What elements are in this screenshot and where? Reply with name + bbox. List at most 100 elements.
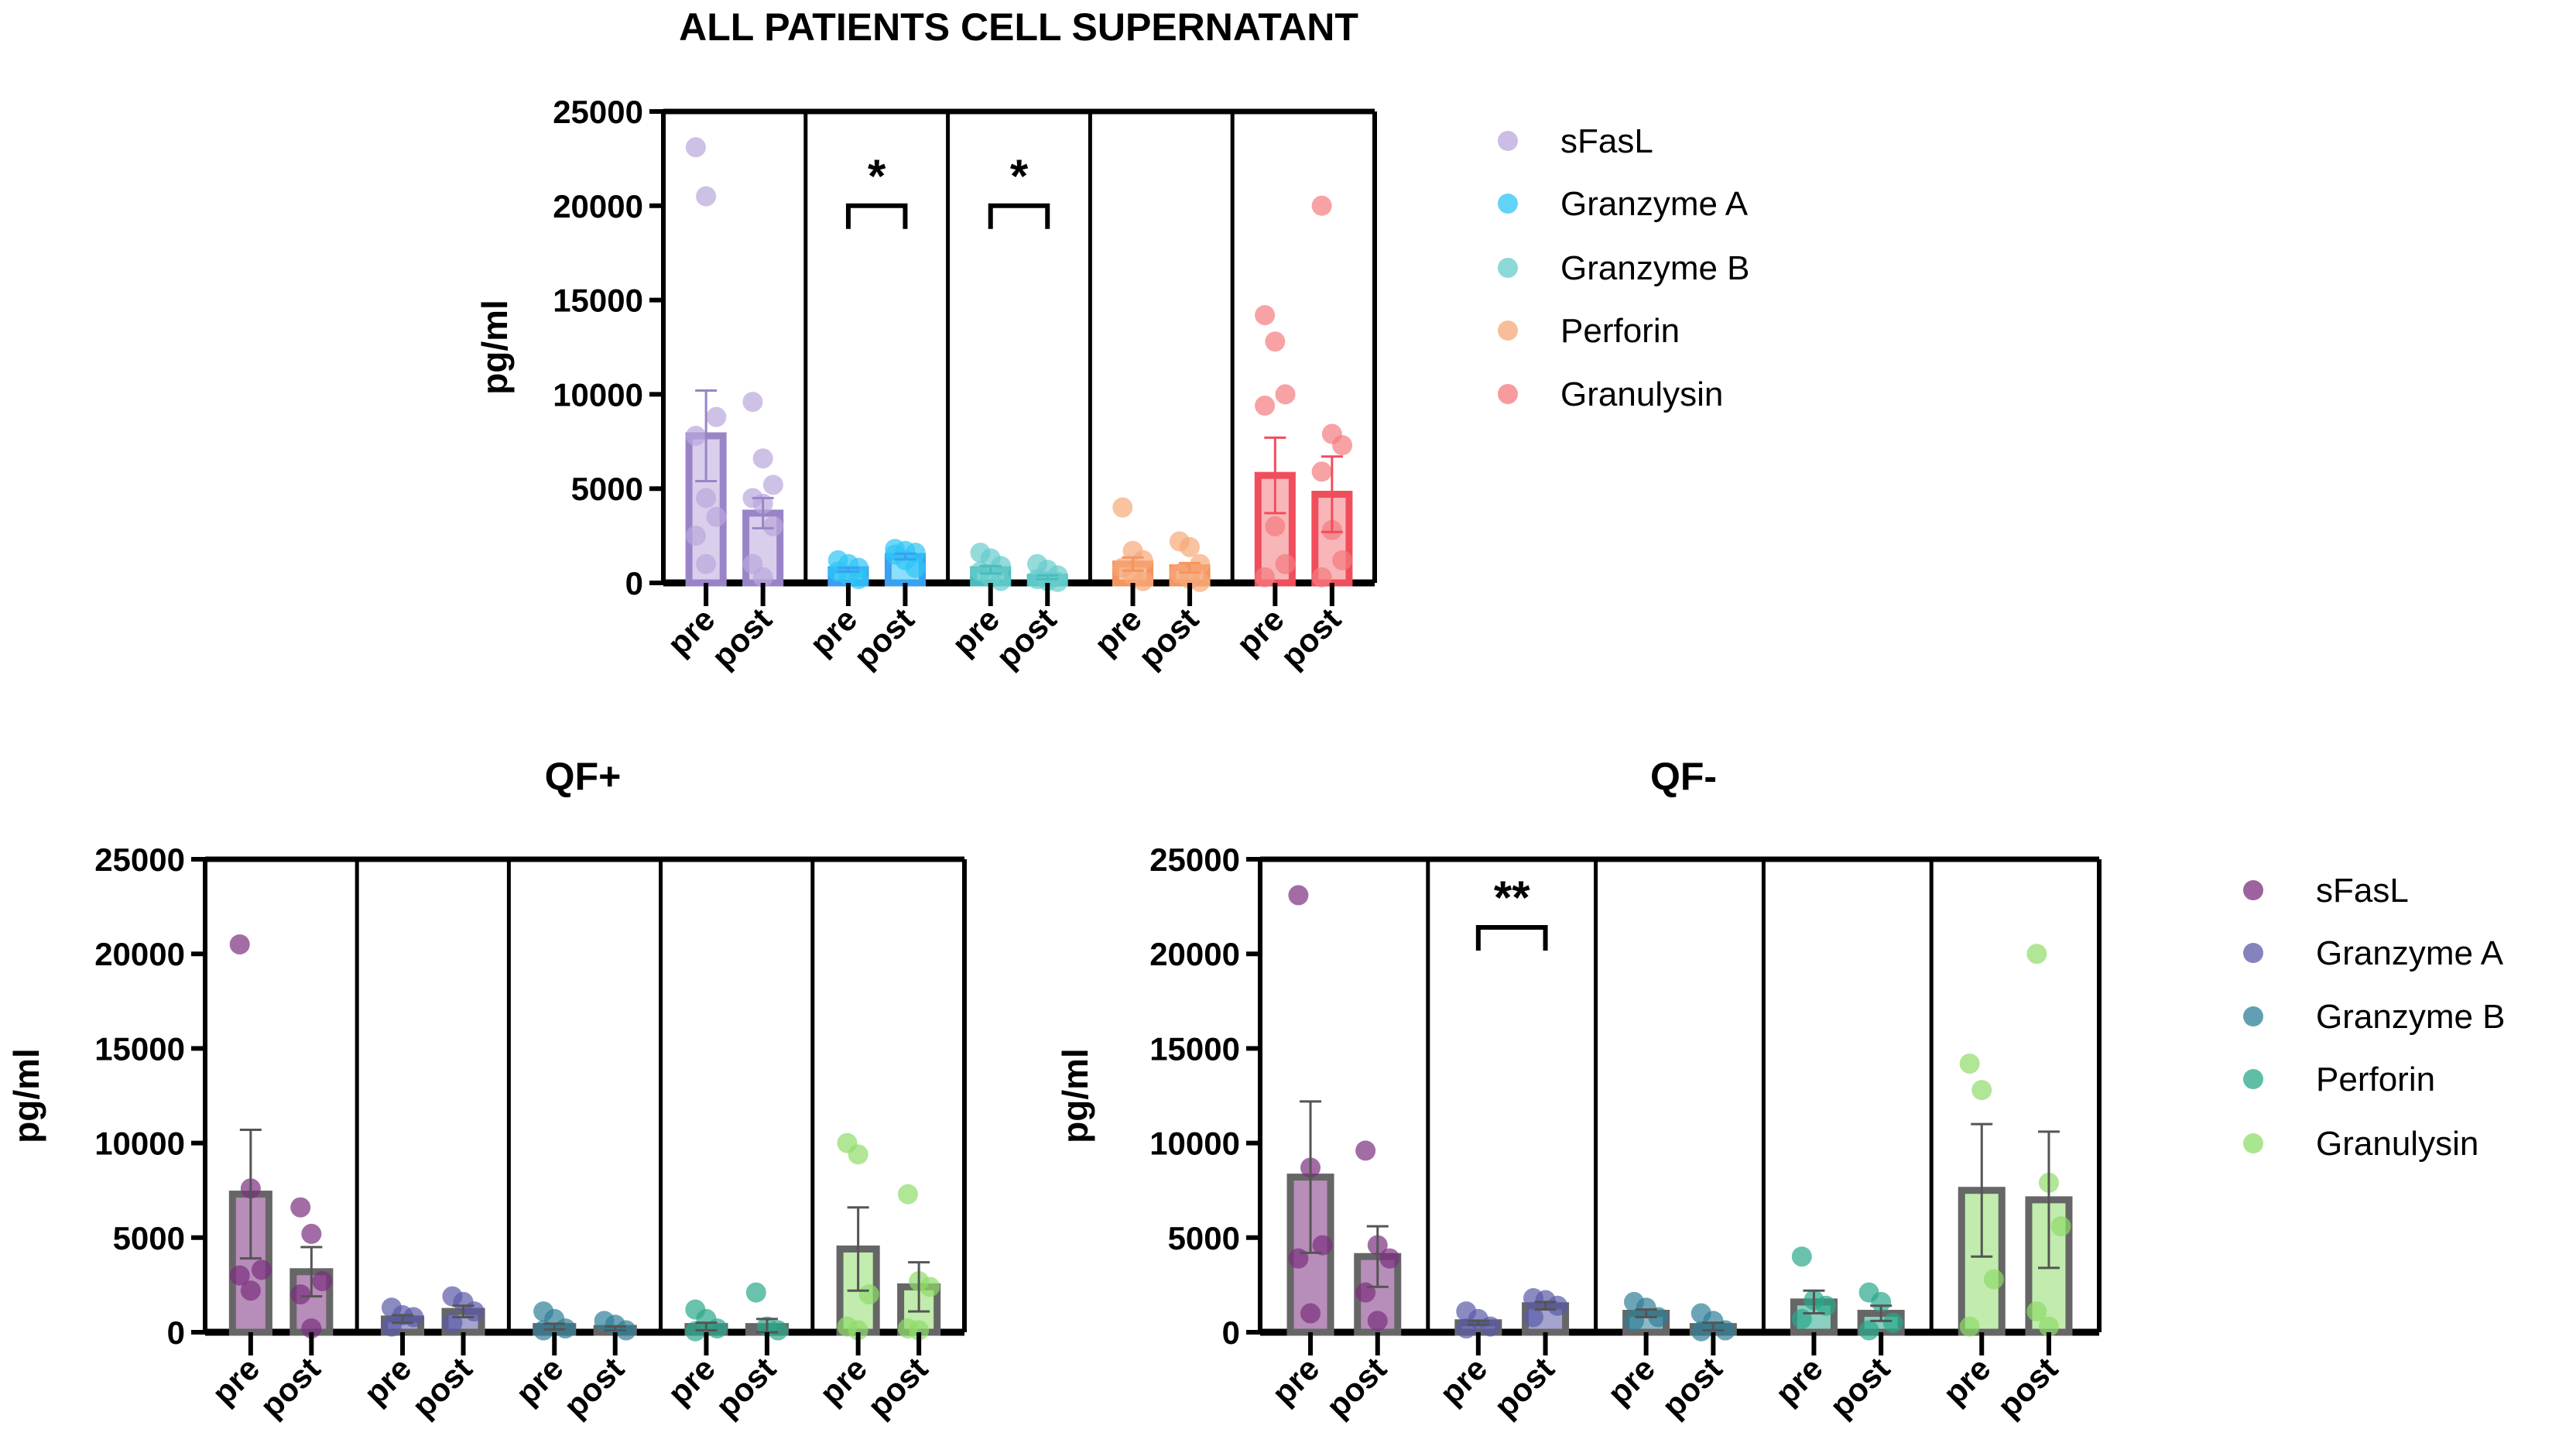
chart-title: ALL PATIENTS CELL SUPERNATANT xyxy=(679,5,1358,49)
x-tick-label-post: post xyxy=(1319,1350,1393,1424)
data-point xyxy=(848,1144,868,1165)
data-point xyxy=(1047,571,1068,592)
data-point xyxy=(768,1320,789,1341)
legend-label: Perforin xyxy=(1560,312,1680,350)
data-point xyxy=(1690,1321,1711,1342)
data-point xyxy=(1379,1248,1400,1269)
y-axis-label: pg/ml xyxy=(474,300,515,395)
y-tick-label: 25000 xyxy=(1149,841,1240,878)
data-point xyxy=(1547,1295,1568,1316)
y-tick-label: 0 xyxy=(167,1314,185,1351)
legend-marker xyxy=(1498,258,1518,278)
chart-title: QF+ xyxy=(545,755,622,798)
legend: sFasL Granzyme A Granzyme B Perforin Granuly… xyxy=(1498,122,1750,413)
x-tick-label-post: post xyxy=(1823,1350,1897,1424)
y-axis-label: pg/ml xyxy=(6,1048,46,1143)
data-point xyxy=(990,571,1011,591)
legend-marker xyxy=(1498,131,1518,151)
x-tick-label-pre: pre xyxy=(1768,1350,1829,1411)
data-point xyxy=(1255,396,1276,416)
data-point xyxy=(1275,553,1296,574)
data-point xyxy=(2026,944,2047,965)
data-point xyxy=(1816,1295,1837,1316)
data-point xyxy=(905,557,926,578)
data-point xyxy=(696,553,717,574)
data-point xyxy=(752,448,773,469)
data-point xyxy=(1190,571,1211,592)
data-point xyxy=(706,406,727,427)
y-tick-label: 25000 xyxy=(553,94,643,130)
x-tick-label-post: post xyxy=(989,601,1064,675)
data-point xyxy=(464,1301,485,1322)
y-tick-label: 10000 xyxy=(1149,1126,1240,1162)
data-point xyxy=(2050,1216,2071,1237)
data-point xyxy=(1959,1053,1980,1074)
data-point xyxy=(1871,1291,1892,1312)
chart-panel-all: ALL PATIENTS CELL SUPERNATANT pg/ml 0 5000 1… xyxy=(474,5,1750,675)
data-point xyxy=(1312,1235,1333,1256)
data-point xyxy=(707,1318,728,1339)
x-tick-label-post: post xyxy=(1990,1350,2064,1424)
significance-bracket xyxy=(1475,924,1548,951)
x-tick-label-pre: pre xyxy=(1601,1350,1662,1411)
data-point xyxy=(1132,550,1153,571)
data-point xyxy=(381,1316,402,1337)
data-point xyxy=(909,1320,930,1341)
data-point xyxy=(1332,435,1353,456)
data-point xyxy=(848,569,869,590)
data-point xyxy=(848,1320,868,1341)
significance-bracket xyxy=(845,203,908,229)
chart-title: QF- xyxy=(1650,755,1717,798)
significance-bracket xyxy=(988,203,1050,229)
chart-panel-qfpos: QF+pg/ml0500010000150002000025000prepost… xyxy=(6,755,967,1424)
data-point xyxy=(229,934,250,954)
x-tick-label-pre: pre xyxy=(1936,1350,1997,1411)
data-point xyxy=(1367,1311,1388,1331)
data-point xyxy=(1300,1303,1321,1324)
data-point xyxy=(403,1307,424,1328)
y-tick-label: 0 xyxy=(1222,1314,1240,1351)
data-point xyxy=(1311,461,1332,482)
data-point xyxy=(1714,1320,1735,1341)
y-tick-label: 15000 xyxy=(553,283,643,319)
data-point xyxy=(1523,1307,1543,1328)
data-point xyxy=(1648,1307,1669,1328)
data-point xyxy=(1355,1282,1376,1303)
x-tick-label-post: post xyxy=(704,601,779,675)
data-point xyxy=(858,1284,879,1305)
data-point xyxy=(685,425,706,446)
legend-marker xyxy=(2243,1133,2263,1153)
x-tick-label-post: post xyxy=(557,1350,631,1424)
data-point xyxy=(301,1318,322,1339)
significance-marker: ** xyxy=(1494,872,1530,924)
data-point xyxy=(1265,331,1286,352)
data-point xyxy=(762,475,783,495)
y-axis-label: pg/ml xyxy=(1055,1048,1095,1143)
legend-label: Granulysin xyxy=(2316,1125,2478,1163)
legend-label: Granzyme A xyxy=(1560,185,1749,223)
legend-marker xyxy=(2243,943,2263,963)
y-tick-label: 15000 xyxy=(1149,1030,1240,1067)
data-point xyxy=(1480,1316,1501,1337)
data-point xyxy=(1791,1308,1812,1329)
data-point xyxy=(533,1320,554,1341)
significance-marker: * xyxy=(868,150,886,202)
data-point xyxy=(752,567,773,588)
data-point xyxy=(290,1284,311,1305)
legend-label: Granzyme B xyxy=(2316,998,2506,1036)
x-tick-label-post: post xyxy=(1273,601,1348,675)
data-point xyxy=(301,1223,322,1244)
data-point xyxy=(2038,1316,2059,1337)
data-point xyxy=(745,1282,766,1303)
y-tick-label: 20000 xyxy=(1149,936,1240,972)
data-point xyxy=(229,1265,250,1286)
data-point xyxy=(1255,305,1276,326)
data-point xyxy=(312,1271,333,1292)
data-point xyxy=(696,488,717,509)
y-tick-label: 10000 xyxy=(553,376,643,413)
data-point xyxy=(1265,516,1286,536)
x-tick-label-post: post xyxy=(708,1350,783,1424)
data-point xyxy=(1275,384,1296,405)
data-point xyxy=(1332,550,1353,571)
